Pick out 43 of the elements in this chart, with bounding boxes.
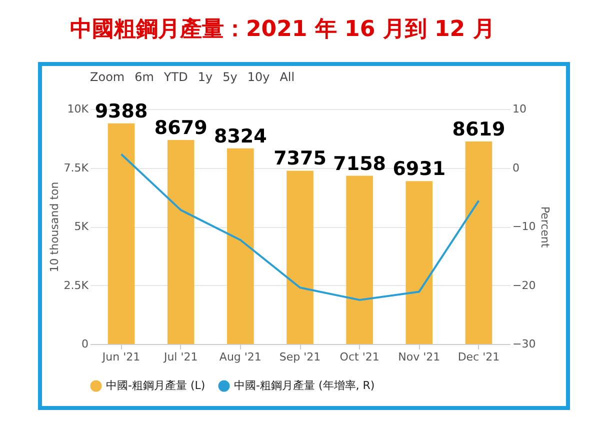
data-label: 8679 [154,117,208,140]
text: All [280,70,295,84]
y-tick-label: 2.5K [64,278,90,292]
y2-tick-label: −20 [512,278,536,292]
bar [108,123,135,344]
text: Zoom [90,70,125,84]
x-tick-label: Jun '21 [101,350,140,364]
chart-title: 中國粗鋼月產量：2021 年 16 月到 12 月 [70,16,495,44]
y-tick-label: 0 [82,338,88,350]
bar [406,181,433,344]
y-tick-label: 7.5K [64,161,90,174]
y2-tick-label: −30 [512,338,536,350]
y-tick-label: 5K [74,220,90,233]
text: 10y [247,70,270,84]
y2-tick-label: 0 [512,161,520,174]
y-tick-label: 10K [67,102,90,116]
x-tick-label: Oct '21 [340,350,380,364]
y2-tick-label: 10 [512,102,526,116]
bar [286,170,314,344]
legend-label: 中國-粗鋼月產量 (年增率, R) [234,379,375,392]
x-tick-label: Jul '21 [162,350,198,364]
y2-axis-title: Percent [538,206,552,248]
data-label: 8324 [214,125,267,148]
legend-label: 中國-粗鋼月產量 (L) [106,379,206,392]
bar [227,148,254,344]
data-label: 6931 [392,158,446,180]
bar [167,140,194,344]
x-tick-label: Dec '21 [458,350,500,364]
text: 5y [222,70,238,84]
bar [465,141,492,344]
text: 1y [198,70,213,84]
text: YTD [164,70,188,84]
data-label: 9388 [94,100,148,122]
y2-tick-label: −10 [512,220,536,233]
x-tick-label: Sep '21 [279,350,321,364]
x-tick-label: Nov '21 [398,350,440,364]
text: 6m [134,70,154,84]
data-label: 7375 [274,148,326,170]
data-label: 7158 [333,152,386,175]
data-label: 8619 [452,118,506,140]
bar [346,176,373,344]
x-tick-label: Aug '21 [219,350,262,364]
y-axis-title: 10 thousand ton [48,182,61,272]
